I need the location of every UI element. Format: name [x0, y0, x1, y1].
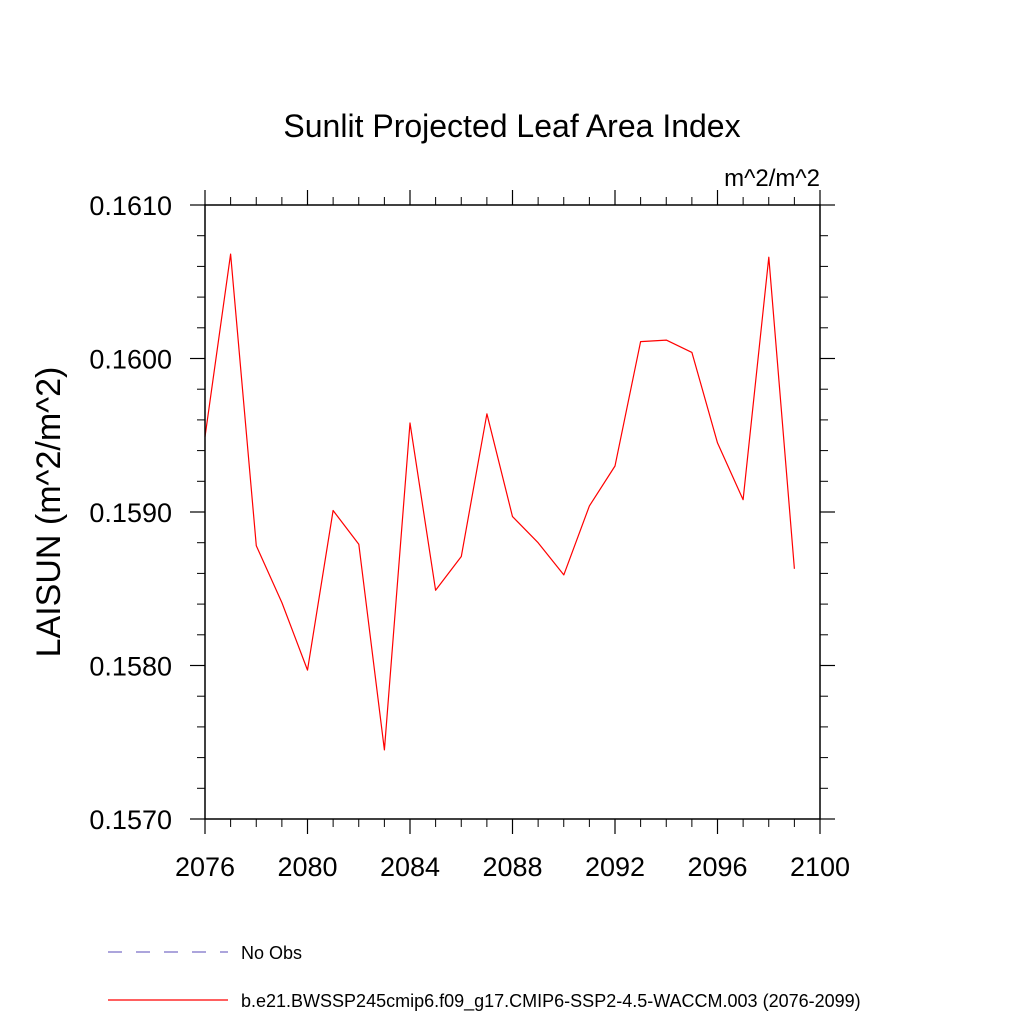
x-tick-label: 2076 — [175, 852, 235, 882]
legend-label-0: No Obs — [241, 943, 302, 963]
x-tick-label: 2100 — [790, 852, 850, 882]
series-line-0 — [204, 253, 795, 751]
y-tick-label: 0.1590 — [89, 498, 172, 528]
units-label: m^2/m^2 — [724, 165, 820, 192]
y-tick-label: 0.1600 — [89, 345, 172, 375]
legend: No Obs b.e21.BWSSP245cmip6.f09_g17.CMIP6-… — [108, 943, 861, 1012]
legend-label-1: b.e21.BWSSP245cmip6.f09_g17.CMIP6-SSP2-4… — [241, 991, 861, 1012]
x-tick-label: 2080 — [277, 852, 337, 882]
plot-frame — [204, 204, 821, 820]
axis-ticks: 2076 2080 2084 2088 2092 2096 2100 0.1570 0.1580… — [89, 190, 850, 882]
series-layer — [204, 253, 795, 751]
y-tick-label: 0.1580 — [89, 652, 172, 682]
chart-title: Sunlit Projected Leaf Area Index — [283, 108, 740, 144]
x-tick-label: 2088 — [482, 852, 542, 882]
x-tick-label: 2092 — [585, 852, 645, 882]
x-tick-label: 2096 — [687, 852, 747, 882]
y-tick-label: 0.1570 — [89, 805, 172, 835]
x-tick-label: 2084 — [380, 852, 440, 882]
y-tick-label: 0.1610 — [89, 191, 172, 221]
y-axis-label: LAISUN (m^2/m^2) — [30, 367, 68, 658]
